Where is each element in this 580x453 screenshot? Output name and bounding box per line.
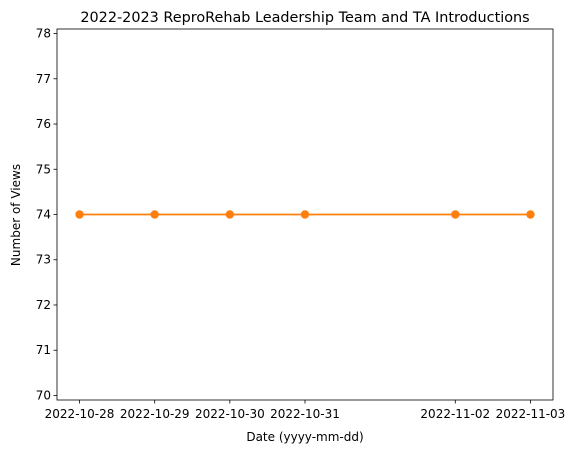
y-tick-label: 75: [36, 162, 51, 176]
y-tick-label: 78: [36, 27, 51, 41]
y-tick-label: 73: [36, 253, 51, 267]
x-tick-label: 2022-11-03: [496, 407, 566, 421]
data-point: [75, 210, 84, 219]
x-tick-label: 2022-10-28: [45, 407, 115, 421]
x-axis: 2022-10-28 2022-10-29 2022-10-30 2022-10-31…: [45, 400, 566, 421]
y-tick-label: 76: [36, 117, 51, 131]
y-tick-label: 77: [36, 72, 51, 86]
x-tick-label: 2022-10-29: [120, 407, 190, 421]
series-layer: [75, 210, 535, 219]
y-tick-label: 71: [36, 343, 51, 357]
data-point: [225, 210, 235, 219]
data-point: [526, 210, 535, 219]
data-point: [451, 210, 460, 219]
x-tick-label: 2022-10-30: [195, 407, 265, 421]
y-tick-label: 70: [36, 388, 51, 402]
data-point: [150, 210, 159, 219]
x-tick-label: 2022-11-02: [420, 407, 490, 421]
y-tick-label: 72: [36, 298, 51, 312]
x-axis-label: Date (yyyy-mm-dd): [246, 430, 363, 444]
y-axis: 70 71 72 73 74 75 76 77 78: [36, 27, 57, 402]
chart-title: 2022-2023 ReproRehab Leadership Team and…: [80, 10, 529, 26]
y-axis-label: Number of Views: [9, 164, 23, 266]
y-tick-label: 74: [36, 208, 51, 222]
x-tick-label: 2022-10-31: [270, 407, 340, 421]
data-point: [300, 210, 310, 219]
